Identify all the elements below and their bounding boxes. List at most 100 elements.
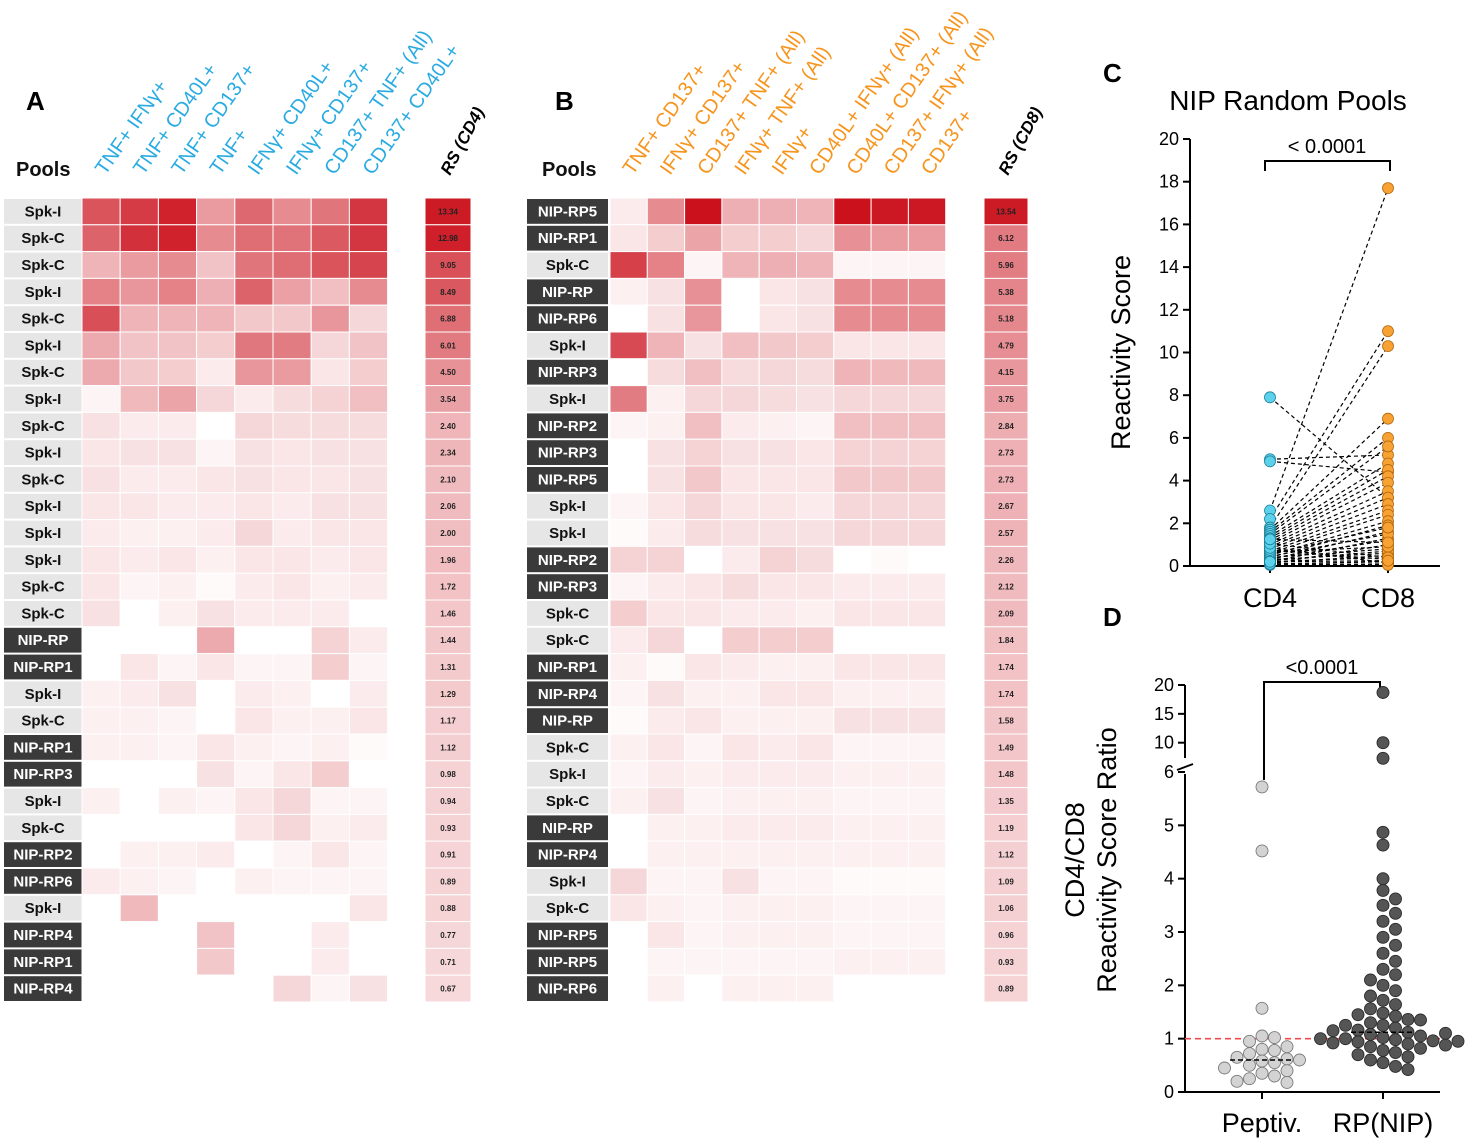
row-label: NIP-RP2 <box>538 418 597 435</box>
heatmap-cell <box>119 974 159 1003</box>
row-label-bg <box>527 627 608 653</box>
cd8-point <box>1382 554 1394 567</box>
row-label-bg <box>527 279 608 305</box>
heatmap-cell <box>348 251 389 279</box>
heatmap-cell <box>907 438 947 467</box>
heatmap-cell <box>157 653 198 681</box>
rs-value: 0.89 <box>440 877 456 886</box>
rpnip-point <box>1351 1008 1365 1022</box>
heatmap-cell <box>81 947 121 976</box>
heatmap-cell <box>758 411 798 440</box>
heatmap-cell <box>833 733 872 762</box>
pair-line <box>1269 475 1389 541</box>
peptiv-point <box>1255 1042 1269 1056</box>
rpnip-point <box>1389 998 1402 1011</box>
heatmap-cell <box>609 760 648 789</box>
heatmap-cell <box>758 813 798 842</box>
heatmap-cell <box>609 733 648 762</box>
rpnip-point <box>1439 1026 1452 1040</box>
heatmap-cell <box>310 572 350 601</box>
heatmap-cell <box>758 385 798 413</box>
heatmap-cell <box>907 733 947 762</box>
rs-value: 13.54 <box>996 207 1017 216</box>
heatmap-cell <box>646 679 686 708</box>
row-label-bg <box>4 976 82 1001</box>
row-label: Spk-I <box>25 391 62 408</box>
heatmap-cell <box>310 251 350 279</box>
row-label: Spk-C <box>21 311 65 328</box>
rpnip-point <box>1376 838 1390 852</box>
rs-value: 1.44 <box>440 636 456 645</box>
cd8-point <box>1382 521 1394 534</box>
axis-break-mark <box>1176 763 1194 771</box>
heatmap-cell <box>119 626 159 655</box>
heatmap-cell <box>609 331 648 360</box>
heatmap-cell <box>758 572 798 601</box>
significance-bracket <box>1264 160 1391 171</box>
heatmap-cell <box>272 813 312 842</box>
heatmap-cell <box>870 251 909 279</box>
rs-value: 1.72 <box>440 583 456 592</box>
heatmap-cell <box>272 706 312 735</box>
heatmap-cell <box>907 706 947 735</box>
heatmap-cell <box>796 921 835 949</box>
row-label: Spk-C <box>546 632 590 649</box>
heatmap-cell <box>907 385 947 413</box>
rpnip-point <box>1401 1050 1415 1064</box>
heatmap-cell <box>646 760 686 789</box>
rs-value: 3.75 <box>998 395 1014 404</box>
heatmap-cell <box>196 733 236 762</box>
rs-cell <box>983 894 1029 923</box>
heatmap-cell <box>157 331 198 360</box>
rs-cell <box>424 947 472 976</box>
heatmap-cell <box>119 947 159 976</box>
y-tick-label: 6 <box>1164 762 1174 782</box>
row-label: NIP-RP <box>542 284 593 301</box>
pair-line <box>1269 330 1389 520</box>
heatmap-cell <box>234 653 274 681</box>
heatmap-cell <box>310 706 350 735</box>
heatmap-cell <box>157 813 198 842</box>
heatmap-cell <box>796 331 835 360</box>
heatmap-cell <box>234 411 274 440</box>
heatmap-cell <box>81 626 121 655</box>
heatmap-cell <box>721 894 760 923</box>
row-label: Spk-C <box>21 257 65 274</box>
heatmap-cell <box>833 974 872 1003</box>
pair-line <box>1269 445 1389 535</box>
heatmap-cell <box>684 385 723 413</box>
heatmap-cell <box>119 679 159 708</box>
heatmap-cell <box>721 224 760 253</box>
heatmap-cell <box>119 331 159 360</box>
rs-cell <box>424 224 472 253</box>
rpnip-point <box>1364 989 1377 1003</box>
heatmap-cell <box>609 706 648 735</box>
rpnip-point <box>1376 883 1390 897</box>
row-label-bg <box>4 869 82 894</box>
heatmap-cell <box>609 840 648 869</box>
heatmap-cell <box>234 438 274 467</box>
heatmap-cell <box>870 733 909 762</box>
heatmap-cell <box>196 947 236 976</box>
heatmap-cell <box>907 411 947 440</box>
heatmap-cell <box>157 438 198 467</box>
heatmap-cell <box>234 331 274 360</box>
heatmap-cell <box>348 760 389 789</box>
row-label-bg <box>4 815 82 841</box>
heatmap-cell <box>796 894 835 923</box>
heatmap-cell <box>157 894 198 923</box>
heatmap-cell <box>758 867 798 896</box>
rs-value: 8.49 <box>440 288 456 297</box>
heatmap-cell <box>721 197 760 226</box>
heatmap-cell <box>310 974 350 1003</box>
row-label-bg <box>527 199 608 224</box>
heatmap-cell <box>758 653 798 681</box>
heatmap-cell <box>907 974 947 1003</box>
heatmap-cell <box>272 465 312 494</box>
y-tick-label: 1 <box>1164 1029 1174 1049</box>
row-label: NIP-RP1 <box>13 659 72 676</box>
heatmap-cell <box>310 626 350 655</box>
row-label-bg <box>4 949 82 975</box>
heatmap-cell <box>310 813 350 842</box>
row-label: Spk-I <box>25 337 62 354</box>
